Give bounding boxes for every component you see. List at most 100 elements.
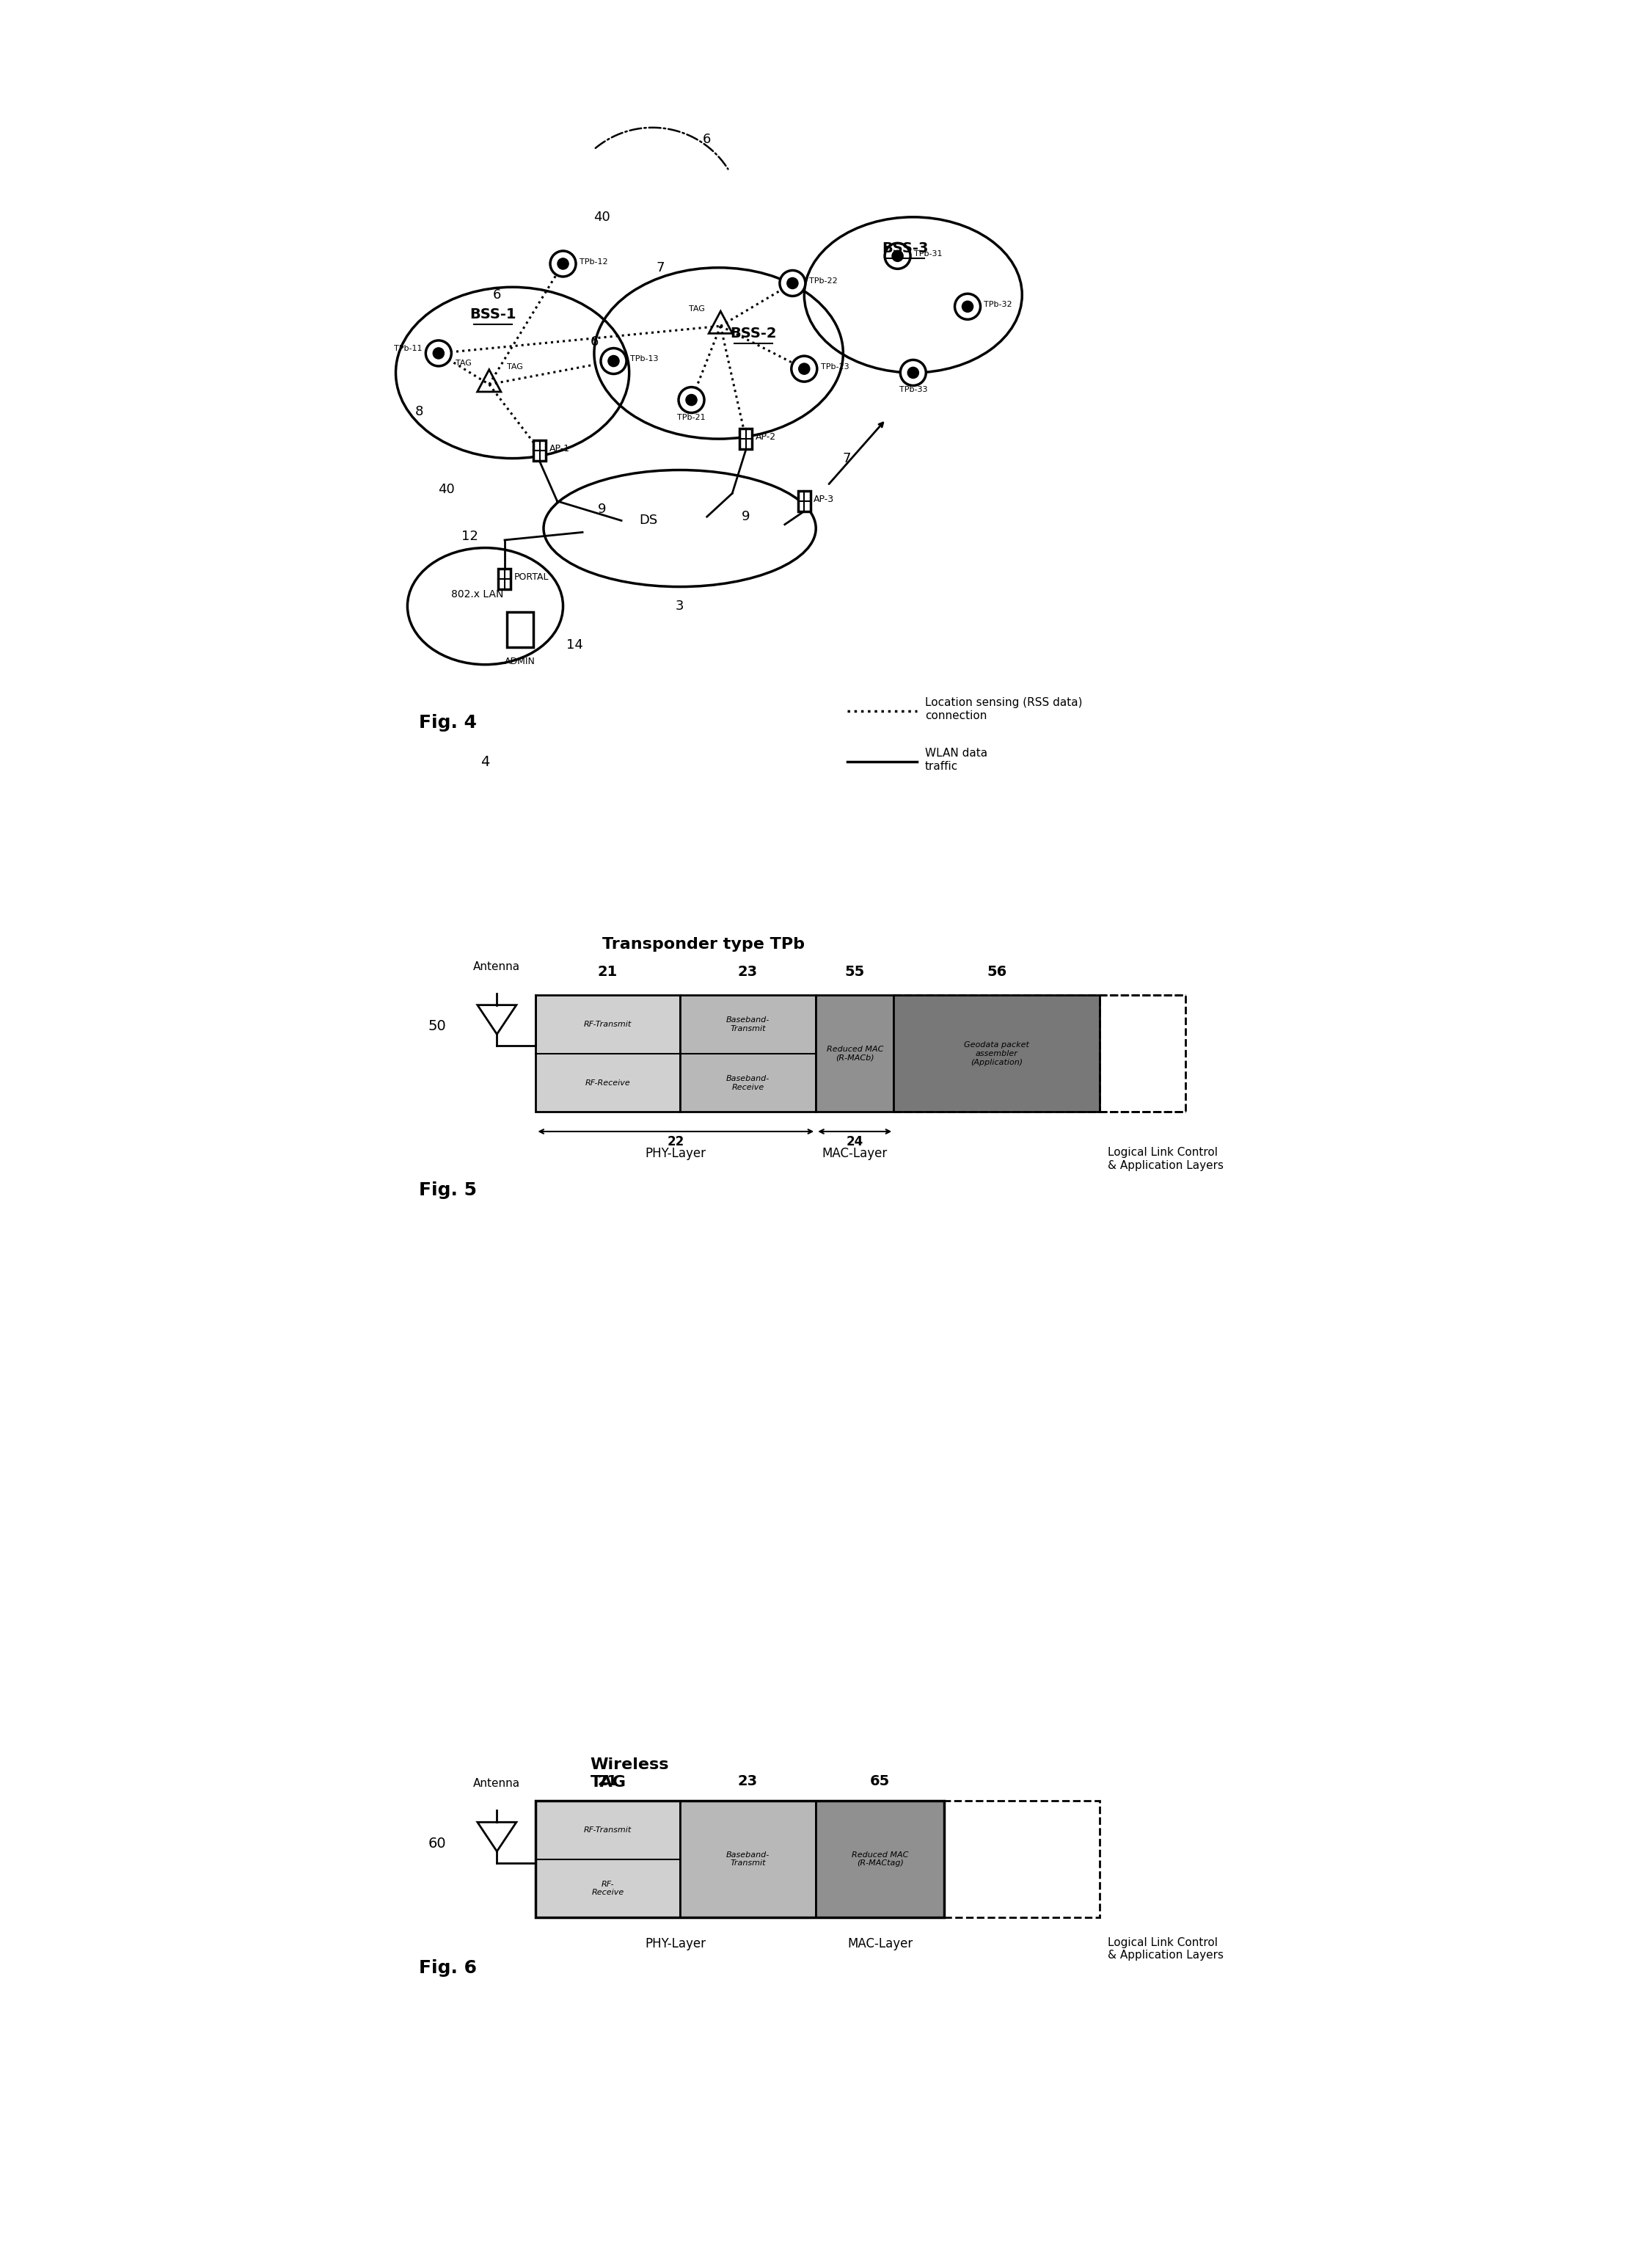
Text: 55: 55 [844,964,864,980]
Text: AP-2: AP-2 [755,432,776,441]
Text: 22: 22 [667,1136,684,1150]
Bar [679,1801,816,1917]
Text: 9: 9 [598,502,606,516]
Text: 6: 6 [492,287,501,301]
Text: Baseband-
Transmit: Baseband- Transmit [727,1016,770,1032]
Text: Fig. 6: Fig. 6 [420,1960,477,1978]
Text: Antenna: Antenna [474,1779,520,1790]
Text: Transponder type TPb: Transponder type TPb [601,937,805,953]
Text: 7: 7 [843,453,851,464]
Text: 23: 23 [738,964,758,980]
Text: Baseband-
Transmit: Baseband- Transmit [727,1851,770,1867]
Text: Logical Link Control
& Application Layers: Logical Link Control & Application Layer… [1107,1147,1224,1170]
Text: 8: 8 [415,405,423,419]
Text: AP-1: AP-1 [548,444,570,453]
Text: 9: 9 [742,509,750,523]
Text: 14: 14 [567,638,583,652]
Text: 21: 21 [598,964,618,980]
Circle shape [601,349,626,373]
Circle shape [780,269,806,296]
Text: RF-
Receive: RF- Receive [591,1881,624,1896]
Text: 65: 65 [871,1774,890,1788]
Circle shape [791,355,818,382]
Text: PHY-Layer: PHY-Layer [646,1937,707,1951]
Circle shape [907,367,919,378]
Bar [816,1801,945,1917]
Text: TAG: TAG [507,364,522,371]
Bar [534,441,545,462]
Bar [679,996,816,1111]
Text: MAC-Layer: MAC-Layer [847,1937,914,1951]
Text: TPb-31: TPb-31 [914,251,942,258]
Text: 6: 6 [590,335,598,349]
Circle shape [433,349,444,360]
Text: TPb-32: TPb-32 [985,301,1013,308]
Circle shape [798,364,809,373]
Text: ADMIN: ADMIN [504,656,535,665]
Text: TPb-22: TPb-22 [809,278,838,285]
Circle shape [885,242,910,269]
Bar [507,611,534,647]
Text: Reduced MAC
(R-MACb): Reduced MAC (R-MACb) [826,1046,884,1061]
Text: PHY-Layer: PHY-Layer [646,1147,707,1161]
Text: TPb-23: TPb-23 [821,364,849,371]
Text: BSS-2: BSS-2 [730,326,776,342]
Text: 6: 6 [702,134,710,145]
Circle shape [955,294,980,319]
Bar [535,996,679,1111]
Text: 7: 7 [656,260,664,274]
Circle shape [961,301,973,312]
Bar [816,996,894,1111]
Text: 60: 60 [428,1838,446,1851]
Bar [945,1801,1100,1917]
Text: TAG: TAG [456,360,471,367]
Text: WLAN data
traffic: WLAN data traffic [925,749,988,772]
Circle shape [550,251,577,276]
Bar [894,996,1100,1111]
Text: TPb-33: TPb-33 [899,387,927,394]
Text: 23: 23 [738,1774,758,1788]
Text: Fig. 4: Fig. 4 [420,715,477,731]
Text: 50: 50 [428,1018,446,1034]
Text: RF-Receive: RF-Receive [585,1079,631,1086]
Text: TAG: TAG [689,306,705,312]
Text: MAC-Layer: MAC-Layer [823,1147,887,1161]
Text: RF-Transmit: RF-Transmit [583,1021,631,1027]
Text: 12: 12 [461,530,477,543]
Text: Fig. 5: Fig. 5 [420,1181,477,1199]
Text: DS: DS [639,514,657,527]
Bar [798,491,811,511]
Circle shape [679,387,704,412]
Text: TPb-11: TPb-11 [393,344,423,353]
Text: BSS-3: BSS-3 [882,242,928,256]
Text: 21: 21 [598,1774,618,1788]
Text: PORTAL: PORTAL [514,573,548,582]
Text: 4: 4 [481,756,489,769]
Bar [1100,996,1186,1111]
Circle shape [686,394,697,405]
Circle shape [900,360,927,385]
Text: Logical Link Control
& Application Layers: Logical Link Control & Application Layer… [1107,1937,1224,1960]
Text: 802.x LAN: 802.x LAN [451,588,504,600]
Circle shape [557,258,568,269]
Text: Baseband-
Receive: Baseband- Receive [727,1075,770,1091]
Text: Wireless
TAG: Wireless TAG [590,1758,669,1790]
Circle shape [892,251,904,263]
Text: AP-3: AP-3 [813,493,834,505]
Text: Geodata packet
assembler
(Application): Geodata packet assembler (Application) [965,1041,1029,1066]
Text: TPb-13: TPb-13 [629,355,657,362]
Circle shape [426,339,451,367]
Text: 40: 40 [593,210,610,224]
Text: 3: 3 [676,600,684,613]
Circle shape [786,278,798,290]
Text: Reduced MAC
(R-MACtag): Reduced MAC (R-MACtag) [852,1851,909,1867]
Text: Location sensing (RSS data)
connection: Location sensing (RSS data) connection [925,697,1082,722]
Text: 24: 24 [846,1136,864,1150]
Text: TPb-21: TPb-21 [677,414,705,421]
Text: 40: 40 [438,482,454,496]
Text: 56: 56 [986,964,1006,980]
Bar [535,1801,679,1917]
Circle shape [608,355,620,367]
Text: BSS-1: BSS-1 [469,308,517,321]
Text: RF-Transmit: RF-Transmit [583,1826,631,1833]
